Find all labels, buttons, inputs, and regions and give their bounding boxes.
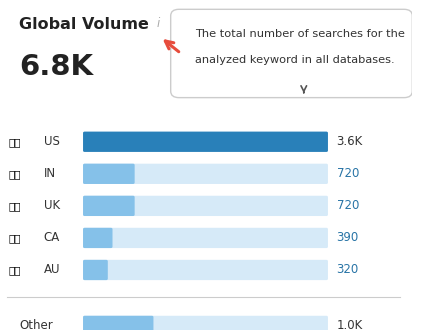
Text: 🇨🇦: 🇨🇦 <box>9 233 21 243</box>
Text: US: US <box>44 135 60 148</box>
Text: 1.0K: 1.0K <box>337 320 363 332</box>
Text: AU: AU <box>44 263 60 277</box>
FancyBboxPatch shape <box>83 164 135 184</box>
Text: 🇺🇸: 🇺🇸 <box>9 137 21 147</box>
Text: i: i <box>156 17 159 31</box>
Text: IN: IN <box>44 167 56 180</box>
Text: Global Volume: Global Volume <box>19 17 149 33</box>
Text: 720: 720 <box>337 199 359 212</box>
FancyBboxPatch shape <box>83 164 328 184</box>
Text: 320: 320 <box>337 263 359 277</box>
Text: 6.8K: 6.8K <box>19 53 93 81</box>
Text: CA: CA <box>44 232 60 244</box>
FancyBboxPatch shape <box>83 132 328 152</box>
Text: Other: Other <box>19 320 53 332</box>
Text: 720: 720 <box>337 167 359 180</box>
FancyBboxPatch shape <box>83 316 328 336</box>
FancyBboxPatch shape <box>83 132 328 152</box>
Text: The total number of searches for the: The total number of searches for the <box>195 29 405 39</box>
Text: 🇮🇳: 🇮🇳 <box>9 169 21 179</box>
FancyBboxPatch shape <box>83 260 328 280</box>
Text: analyzed keyword in all databases.: analyzed keyword in all databases. <box>195 55 395 65</box>
FancyBboxPatch shape <box>83 228 113 248</box>
FancyBboxPatch shape <box>83 316 153 336</box>
FancyBboxPatch shape <box>83 260 108 280</box>
FancyBboxPatch shape <box>83 196 135 216</box>
Text: 390: 390 <box>337 232 359 244</box>
Text: 🇬🇧: 🇬🇧 <box>9 201 21 211</box>
Text: UK: UK <box>44 199 60 212</box>
FancyBboxPatch shape <box>171 9 412 98</box>
Text: 🇦🇺: 🇦🇺 <box>9 265 21 275</box>
Text: 3.6K: 3.6K <box>337 135 363 148</box>
FancyBboxPatch shape <box>83 196 328 216</box>
FancyBboxPatch shape <box>83 228 328 248</box>
